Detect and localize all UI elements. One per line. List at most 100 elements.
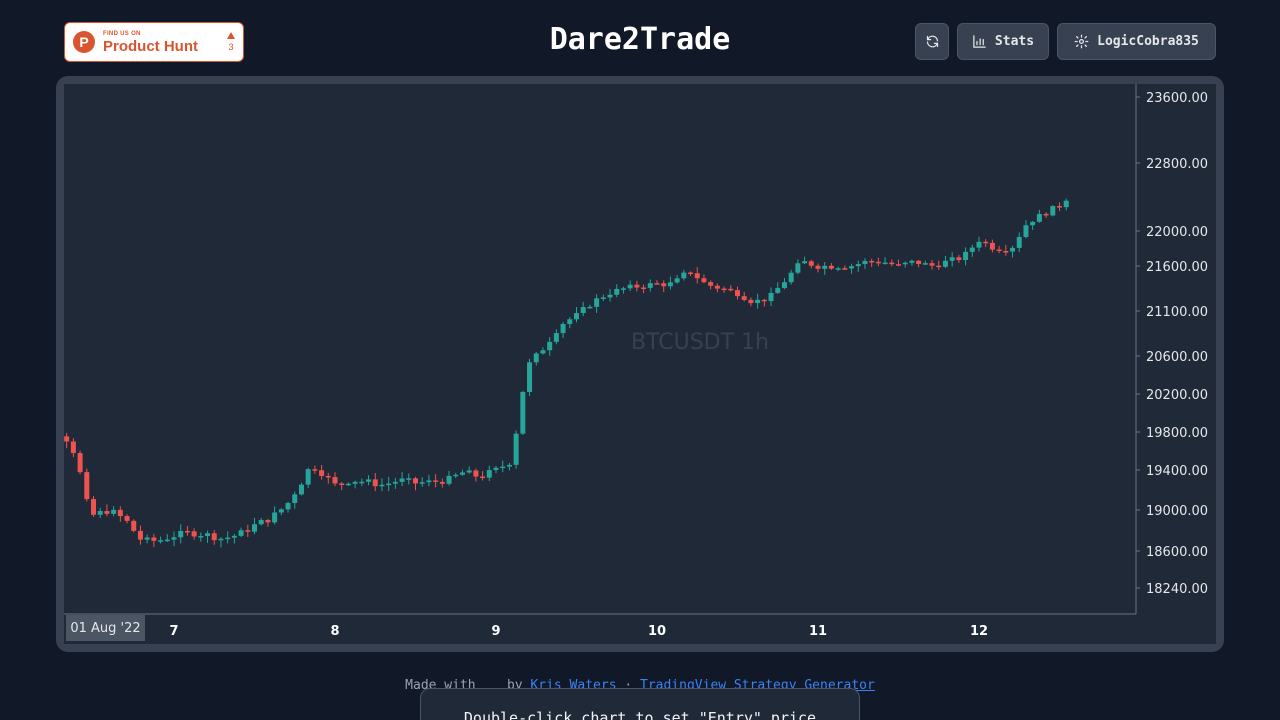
candle-down bbox=[332, 477, 338, 484]
candle-down bbox=[372, 479, 378, 487]
candle-up bbox=[942, 260, 948, 267]
candle-up bbox=[802, 261, 808, 264]
chart-watermark: BTCUSDT 1h bbox=[631, 330, 769, 355]
candle-down bbox=[191, 531, 197, 537]
price-tick-label: 19400.00 bbox=[1146, 464, 1208, 479]
price-tick-label: 23600.00 bbox=[1146, 91, 1208, 106]
candle-down bbox=[439, 481, 445, 484]
candle-down bbox=[815, 265, 821, 269]
candle-up bbox=[574, 313, 579, 320]
candle-up bbox=[587, 306, 593, 309]
product-hunt-name: Product Hunt bbox=[103, 37, 198, 55]
candle-up bbox=[453, 474, 459, 477]
candle-up bbox=[607, 294, 613, 298]
candle-down bbox=[956, 257, 962, 261]
candle-up bbox=[252, 524, 257, 532]
user-settings-button[interactable]: LogicCobra835 bbox=[1057, 23, 1216, 60]
candle-up bbox=[158, 540, 164, 542]
bar-chart-icon bbox=[973, 35, 986, 48]
candle-up bbox=[855, 264, 861, 267]
candle-down bbox=[117, 509, 123, 517]
candle-down bbox=[996, 249, 1002, 252]
price-chart[interactable]: 23600.00 22800.00 22000.00 21600.00 21100.00… bbox=[64, 84, 1216, 644]
candle-up bbox=[392, 481, 398, 484]
candle-up bbox=[386, 483, 392, 486]
time-tick-label: 12 bbox=[970, 624, 988, 639]
candle-up bbox=[419, 482, 425, 484]
time-tick-label: 11 bbox=[809, 624, 827, 639]
candle-up bbox=[614, 288, 620, 295]
candle-up bbox=[882, 262, 888, 265]
hint-toast: Double-click chart to set "Entry" price bbox=[420, 688, 860, 720]
candle-up bbox=[788, 272, 794, 283]
candle-up bbox=[292, 494, 298, 503]
candle-up bbox=[305, 469, 311, 485]
candle-down bbox=[319, 470, 325, 476]
candle-up bbox=[540, 350, 546, 354]
candle-down bbox=[433, 480, 439, 482]
price-tick-label: 20600.00 bbox=[1146, 350, 1208, 365]
stats-button-label: Stats bbox=[994, 34, 1035, 49]
candle-up bbox=[520, 391, 526, 434]
candle-up bbox=[822, 265, 828, 269]
candle-up bbox=[674, 278, 680, 283]
candle-down bbox=[748, 299, 754, 304]
username-label: LogicCobra835 bbox=[1097, 34, 1199, 49]
candle-down bbox=[654, 283, 660, 285]
candle-down bbox=[70, 441, 76, 454]
product-hunt-caption: FIND US ON bbox=[103, 30, 141, 37]
candle-down bbox=[889, 262, 895, 265]
candle-up bbox=[426, 480, 432, 483]
candle-down bbox=[634, 284, 640, 288]
candle-up bbox=[111, 509, 117, 514]
candle-down bbox=[131, 520, 137, 531]
candle-up bbox=[600, 297, 606, 299]
refresh-button[interactable] bbox=[915, 23, 949, 60]
candle-down bbox=[735, 290, 740, 297]
candle-down bbox=[245, 530, 251, 532]
candle-up bbox=[258, 520, 264, 525]
candle-down bbox=[869, 260, 875, 263]
candle-down bbox=[325, 475, 331, 478]
price-tick-label: 18600.00 bbox=[1146, 545, 1208, 560]
candle-up bbox=[835, 268, 841, 270]
product-hunt-badge[interactable]: P FIND US ON Product Hunt 3 bbox=[64, 22, 244, 62]
candle-down bbox=[989, 242, 995, 250]
candle-down bbox=[1043, 213, 1049, 216]
price-tick-label: 20200.00 bbox=[1146, 388, 1208, 403]
candle-up bbox=[922, 263, 928, 265]
candle-up bbox=[231, 535, 237, 538]
candle-up bbox=[647, 283, 653, 288]
chart-canvas[interactable]: 23600.00 22800.00 22000.00 21600.00 21100.00… bbox=[64, 84, 1216, 644]
candle-down bbox=[77, 453, 83, 473]
candle-up bbox=[681, 272, 687, 279]
candle-up bbox=[278, 509, 284, 513]
candle-up bbox=[513, 433, 519, 465]
candle-up bbox=[459, 472, 465, 475]
price-tick-label: 19000.00 bbox=[1146, 504, 1208, 519]
candle-up bbox=[171, 537, 177, 540]
candle-up bbox=[272, 512, 278, 523]
candle-up bbox=[963, 251, 969, 261]
hint-toast-message: Double-click chart to set "Entry" price bbox=[463, 709, 817, 720]
product-hunt-logo-icon: P bbox=[73, 31, 95, 53]
candle-down bbox=[480, 476, 486, 479]
candle-down bbox=[137, 530, 143, 540]
candle-up bbox=[359, 481, 365, 484]
candle-down bbox=[875, 261, 881, 264]
candle-up bbox=[1010, 247, 1016, 252]
candle-up bbox=[446, 475, 452, 484]
candle-down bbox=[936, 265, 942, 268]
candle-up bbox=[560, 323, 566, 334]
candle-up bbox=[1036, 213, 1042, 222]
candle-up bbox=[379, 484, 385, 487]
candle-up bbox=[506, 464, 512, 467]
stats-button[interactable]: Stats bbox=[957, 23, 1049, 60]
candle-up bbox=[1023, 225, 1029, 237]
candle-up bbox=[406, 478, 412, 480]
candle-down bbox=[1057, 206, 1062, 208]
candle-down bbox=[896, 264, 901, 266]
candle-up bbox=[198, 535, 204, 538]
candle-up bbox=[399, 478, 405, 482]
candle-up bbox=[976, 241, 982, 248]
